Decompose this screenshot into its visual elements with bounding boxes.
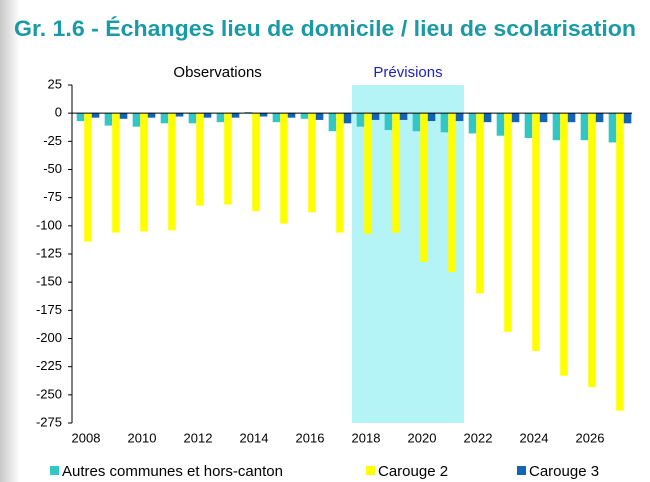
bar (440, 113, 449, 133)
y-tick-label: -50 (43, 161, 62, 176)
edge-shade (0, 0, 20, 482)
bar (272, 113, 281, 123)
bar (524, 113, 533, 138)
bar (188, 113, 197, 124)
bar (84, 113, 92, 242)
y-tick-label: -25 (43, 133, 62, 148)
bar (328, 113, 337, 132)
x-tick-label: 2014 (240, 430, 269, 445)
bar (580, 113, 589, 141)
bar (371, 113, 380, 120)
bar (196, 113, 204, 206)
y-tick-label: -75 (43, 189, 62, 204)
x-tick-label: 2020 (408, 430, 437, 445)
x-tick-label: 2016 (296, 430, 325, 445)
bar (280, 113, 288, 224)
bar (287, 113, 296, 118)
bar (112, 113, 120, 233)
bar (175, 113, 184, 117)
bar (168, 113, 176, 231)
bar (552, 113, 561, 141)
bar (343, 113, 352, 124)
bar (567, 113, 576, 123)
bar (595, 113, 604, 123)
bar (244, 112, 253, 114)
bar (132, 113, 141, 127)
bar (259, 113, 268, 117)
legend-label: Carouge 2 (378, 463, 448, 480)
chart-title: Gr. 1.6 - Échanges lieu de domicile / li… (14, 16, 636, 41)
y-tick-label: -100 (36, 217, 62, 232)
y-tick-label: 25 (48, 76, 62, 91)
bar (448, 113, 456, 273)
bar (252, 113, 260, 212)
y-tick-label: -200 (36, 330, 62, 345)
x-tick-label: 2012 (184, 430, 213, 445)
bar (140, 113, 148, 232)
bar (392, 113, 400, 233)
bar (476, 113, 484, 294)
x-tick-label: 2022 (464, 430, 493, 445)
bar (356, 113, 365, 127)
bar (420, 113, 428, 262)
bar (468, 113, 477, 134)
bar (119, 113, 128, 119)
bar (588, 113, 596, 387)
bar (300, 113, 309, 119)
legend-label: Carouge 3 (529, 463, 599, 480)
y-tick-label: -225 (36, 358, 62, 373)
y-tick-label: -175 (36, 302, 62, 317)
bar (231, 113, 240, 118)
x-tick-label: 2010 (128, 430, 157, 445)
bar (560, 113, 568, 376)
bar (336, 113, 344, 233)
x-tick-label: 2008 (72, 430, 101, 445)
bar (147, 113, 156, 118)
bar (308, 113, 316, 213)
bar (160, 113, 169, 124)
bar (203, 113, 212, 118)
bar (76, 113, 85, 122)
bar (364, 113, 372, 234)
bar (427, 113, 436, 122)
bar (91, 113, 100, 118)
bar (384, 113, 393, 131)
legend-label: Autres communes et hors-canton (62, 463, 283, 480)
bar (539, 113, 548, 123)
bar (315, 113, 324, 120)
y-tick-label: -250 (36, 386, 62, 401)
bar (483, 113, 492, 123)
annotation: Prévisions (373, 64, 442, 81)
annotation: Observations (173, 64, 261, 81)
bar (511, 113, 520, 123)
bar (224, 113, 232, 205)
bar (412, 113, 421, 132)
y-tick-label: 0 (55, 105, 62, 120)
x-tick-label: 2024 (520, 430, 549, 445)
bar (504, 113, 512, 332)
x-tick-label: 2026 (576, 430, 605, 445)
legend-swatch (50, 466, 59, 475)
bar (616, 113, 624, 411)
bar (496, 113, 505, 136)
y-tick-label: -275 (36, 414, 62, 429)
bar (216, 113, 225, 123)
legend-swatch (517, 466, 526, 475)
bar (623, 113, 632, 124)
bar (104, 113, 113, 126)
bar (532, 113, 540, 351)
bar (455, 113, 464, 122)
y-tick-label: -150 (36, 274, 62, 289)
x-tick-label: 2018 (352, 430, 381, 445)
legend-swatch (366, 466, 375, 475)
bar (608, 113, 617, 143)
y-tick-label: -125 (36, 245, 62, 260)
bar (399, 113, 408, 120)
